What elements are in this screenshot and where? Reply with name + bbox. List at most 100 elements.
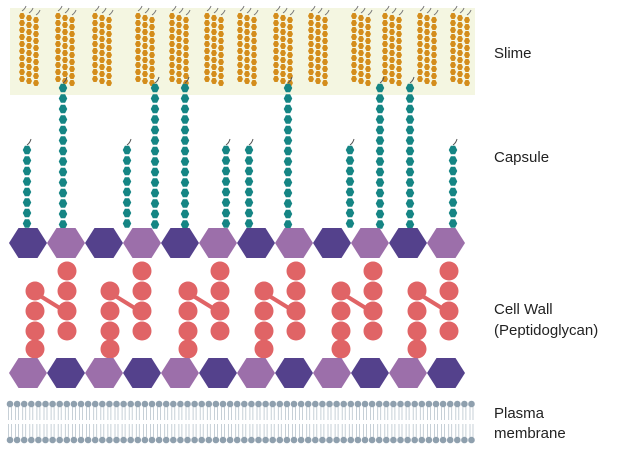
slime-bead [92,76,98,82]
capsule-bead [345,219,355,228]
lipid-head [212,400,220,408]
slime-bead [26,43,32,49]
capsule-bead [150,167,160,177]
lipid-head [439,436,447,444]
slime-bead [457,71,463,77]
lipid-head [368,436,376,444]
phospholipid-pair [20,400,28,444]
slime-bead [244,29,250,35]
peptide-circle [100,339,120,359]
slime-chain-tail [94,5,100,12]
slime-bead [396,24,402,30]
slime-bead [211,78,217,84]
capsule-bead [375,146,385,156]
slime-bead [417,20,423,26]
slime-bead [106,17,112,23]
lipid-head [219,400,227,408]
capsule-bead [405,115,415,124]
slime-chain-tail [108,9,114,16]
phospholipid-pair [191,400,198,444]
slime-bead [142,78,148,84]
slime-bead [176,78,182,84]
slime-bead [450,34,456,40]
capsule-bead [375,157,385,166]
slime-bead [365,17,371,23]
slime-bead [19,55,25,61]
slime-bead [308,62,314,68]
slime-bead [183,66,189,72]
capsule-bead [375,136,385,145]
peptide-crosslink [254,261,306,359]
slime-bead [457,22,463,28]
slime-bead [33,73,39,79]
slime-chain-tail [360,7,366,14]
slime-bead [358,78,364,84]
capsule-bead [22,156,32,165]
slime-bead [396,31,402,37]
capsule-bead [150,199,160,208]
slime-bead [204,76,210,82]
lipid-head [56,400,63,408]
slime-bead [142,36,148,42]
slime-chain-tail [57,5,63,12]
lipid-head [446,436,454,444]
lipid-head [91,400,99,408]
capsule-bead [244,177,254,186]
capsule-bead [283,136,293,145]
slime-bead [358,22,364,28]
capsule-bead [405,199,415,208]
slime-bead [135,48,141,54]
cell-wall-sublabel: (Peptidoglycan) [494,322,599,339]
slime-chain-tail [71,9,77,16]
capsule-bead [180,178,190,187]
slime-bead [19,41,25,47]
slime-bead [19,76,25,82]
slime-chain [19,5,27,82]
slime-bead [169,55,175,61]
slime-bead [417,13,423,19]
slime-bead [142,57,148,63]
slime-bead [211,64,217,70]
capsule-bead [283,104,293,114]
capsule-bead [58,209,68,219]
slime-bead [92,20,98,26]
slime-bead [280,29,286,35]
slime-chain-tail [239,5,245,12]
peptide-circle [100,321,120,341]
slime-bead [26,64,32,70]
slime-bead [457,78,463,84]
capsule-bead [448,219,458,228]
lipid-head [404,436,411,444]
slime-bead [106,80,112,86]
capsule-layer [22,76,458,229]
slime-bead [244,15,250,21]
slime-bead [33,59,39,65]
phospholipid-pair [241,400,248,444]
capsule-bead [221,208,231,218]
slime-bead [396,66,402,72]
lipid-head [184,436,191,444]
slime-bead [417,27,423,33]
peptide-circle [25,339,45,359]
lipid-head [170,400,177,408]
slime-bead [62,64,68,70]
slime-bead [92,13,98,19]
slime-bead [142,15,148,21]
slime-bead [308,20,314,26]
slime-bead [204,41,210,47]
capsule-chain-tail [126,138,132,146]
capsule-bead [22,177,32,186]
phospholipid-pair [6,400,14,444]
phospholipid-pair [283,400,291,444]
slime-chain-tail [151,9,157,16]
capsule-bead [58,115,68,124]
slime-chain-tail [253,9,259,16]
slime-bead [251,24,257,30]
lipid-head [226,400,234,408]
slime-bead [431,38,437,44]
lipid-head [312,400,319,408]
capsule-bead [345,177,355,186]
capsule-chain [221,138,231,228]
capsule-bead [180,83,190,93]
slime-bead [106,38,112,44]
